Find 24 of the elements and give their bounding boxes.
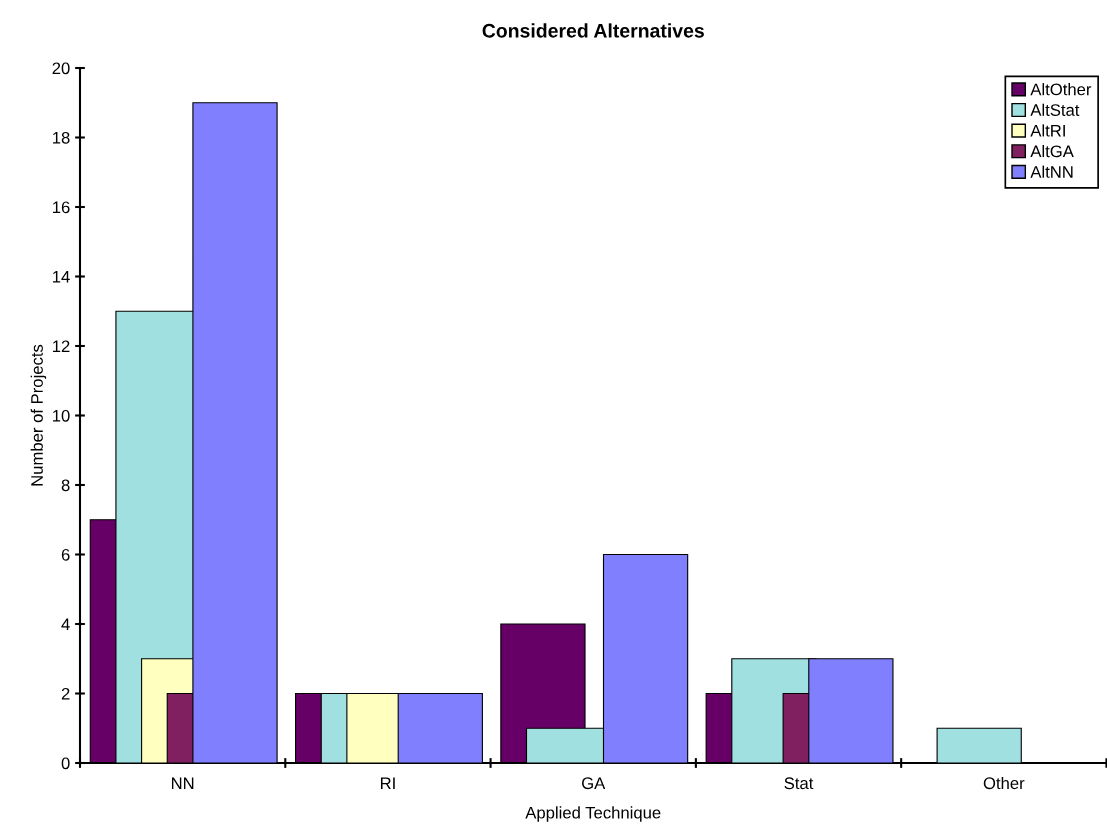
legend-label: AltNN — [1030, 165, 1073, 178]
y-tick-label: 16 — [53, 201, 70, 214]
legend-label: AltGA — [1030, 144, 1074, 158]
x-tick-label: Stat — [784, 777, 814, 790]
chart-title: Considered Alternatives — [482, 23, 704, 38]
x-tick-label: Other — [983, 776, 1025, 790]
y-tick-label: 4 — [61, 618, 70, 631]
y-tick-label: 20 — [52, 62, 70, 75]
x-tick-label: GA — [582, 777, 606, 790]
legend-label: AltRI — [1030, 124, 1065, 137]
x-tick-label: NN — [171, 777, 194, 789]
legend-label: AltOther — [1030, 83, 1092, 96]
y-tick-label: 2 — [61, 687, 70, 700]
y-tick-label: 6 — [61, 548, 70, 561]
y-tick-label: 0 — [61, 757, 70, 770]
y-tick-label: 18 — [53, 131, 70, 144]
y-tick-label: 14 — [53, 271, 70, 283]
x-tick-label: RI — [380, 777, 395, 789]
legend-label: AltStat — [1030, 103, 1080, 116]
y-tick-label: 12 — [53, 340, 70, 353]
y-axis-title: Number of Projects — [30, 344, 47, 486]
x-axis-title: Applied Technique — [525, 806, 661, 822]
y-tick-label: 8 — [61, 479, 70, 492]
y-tick-label: 10 — [53, 409, 70, 422]
